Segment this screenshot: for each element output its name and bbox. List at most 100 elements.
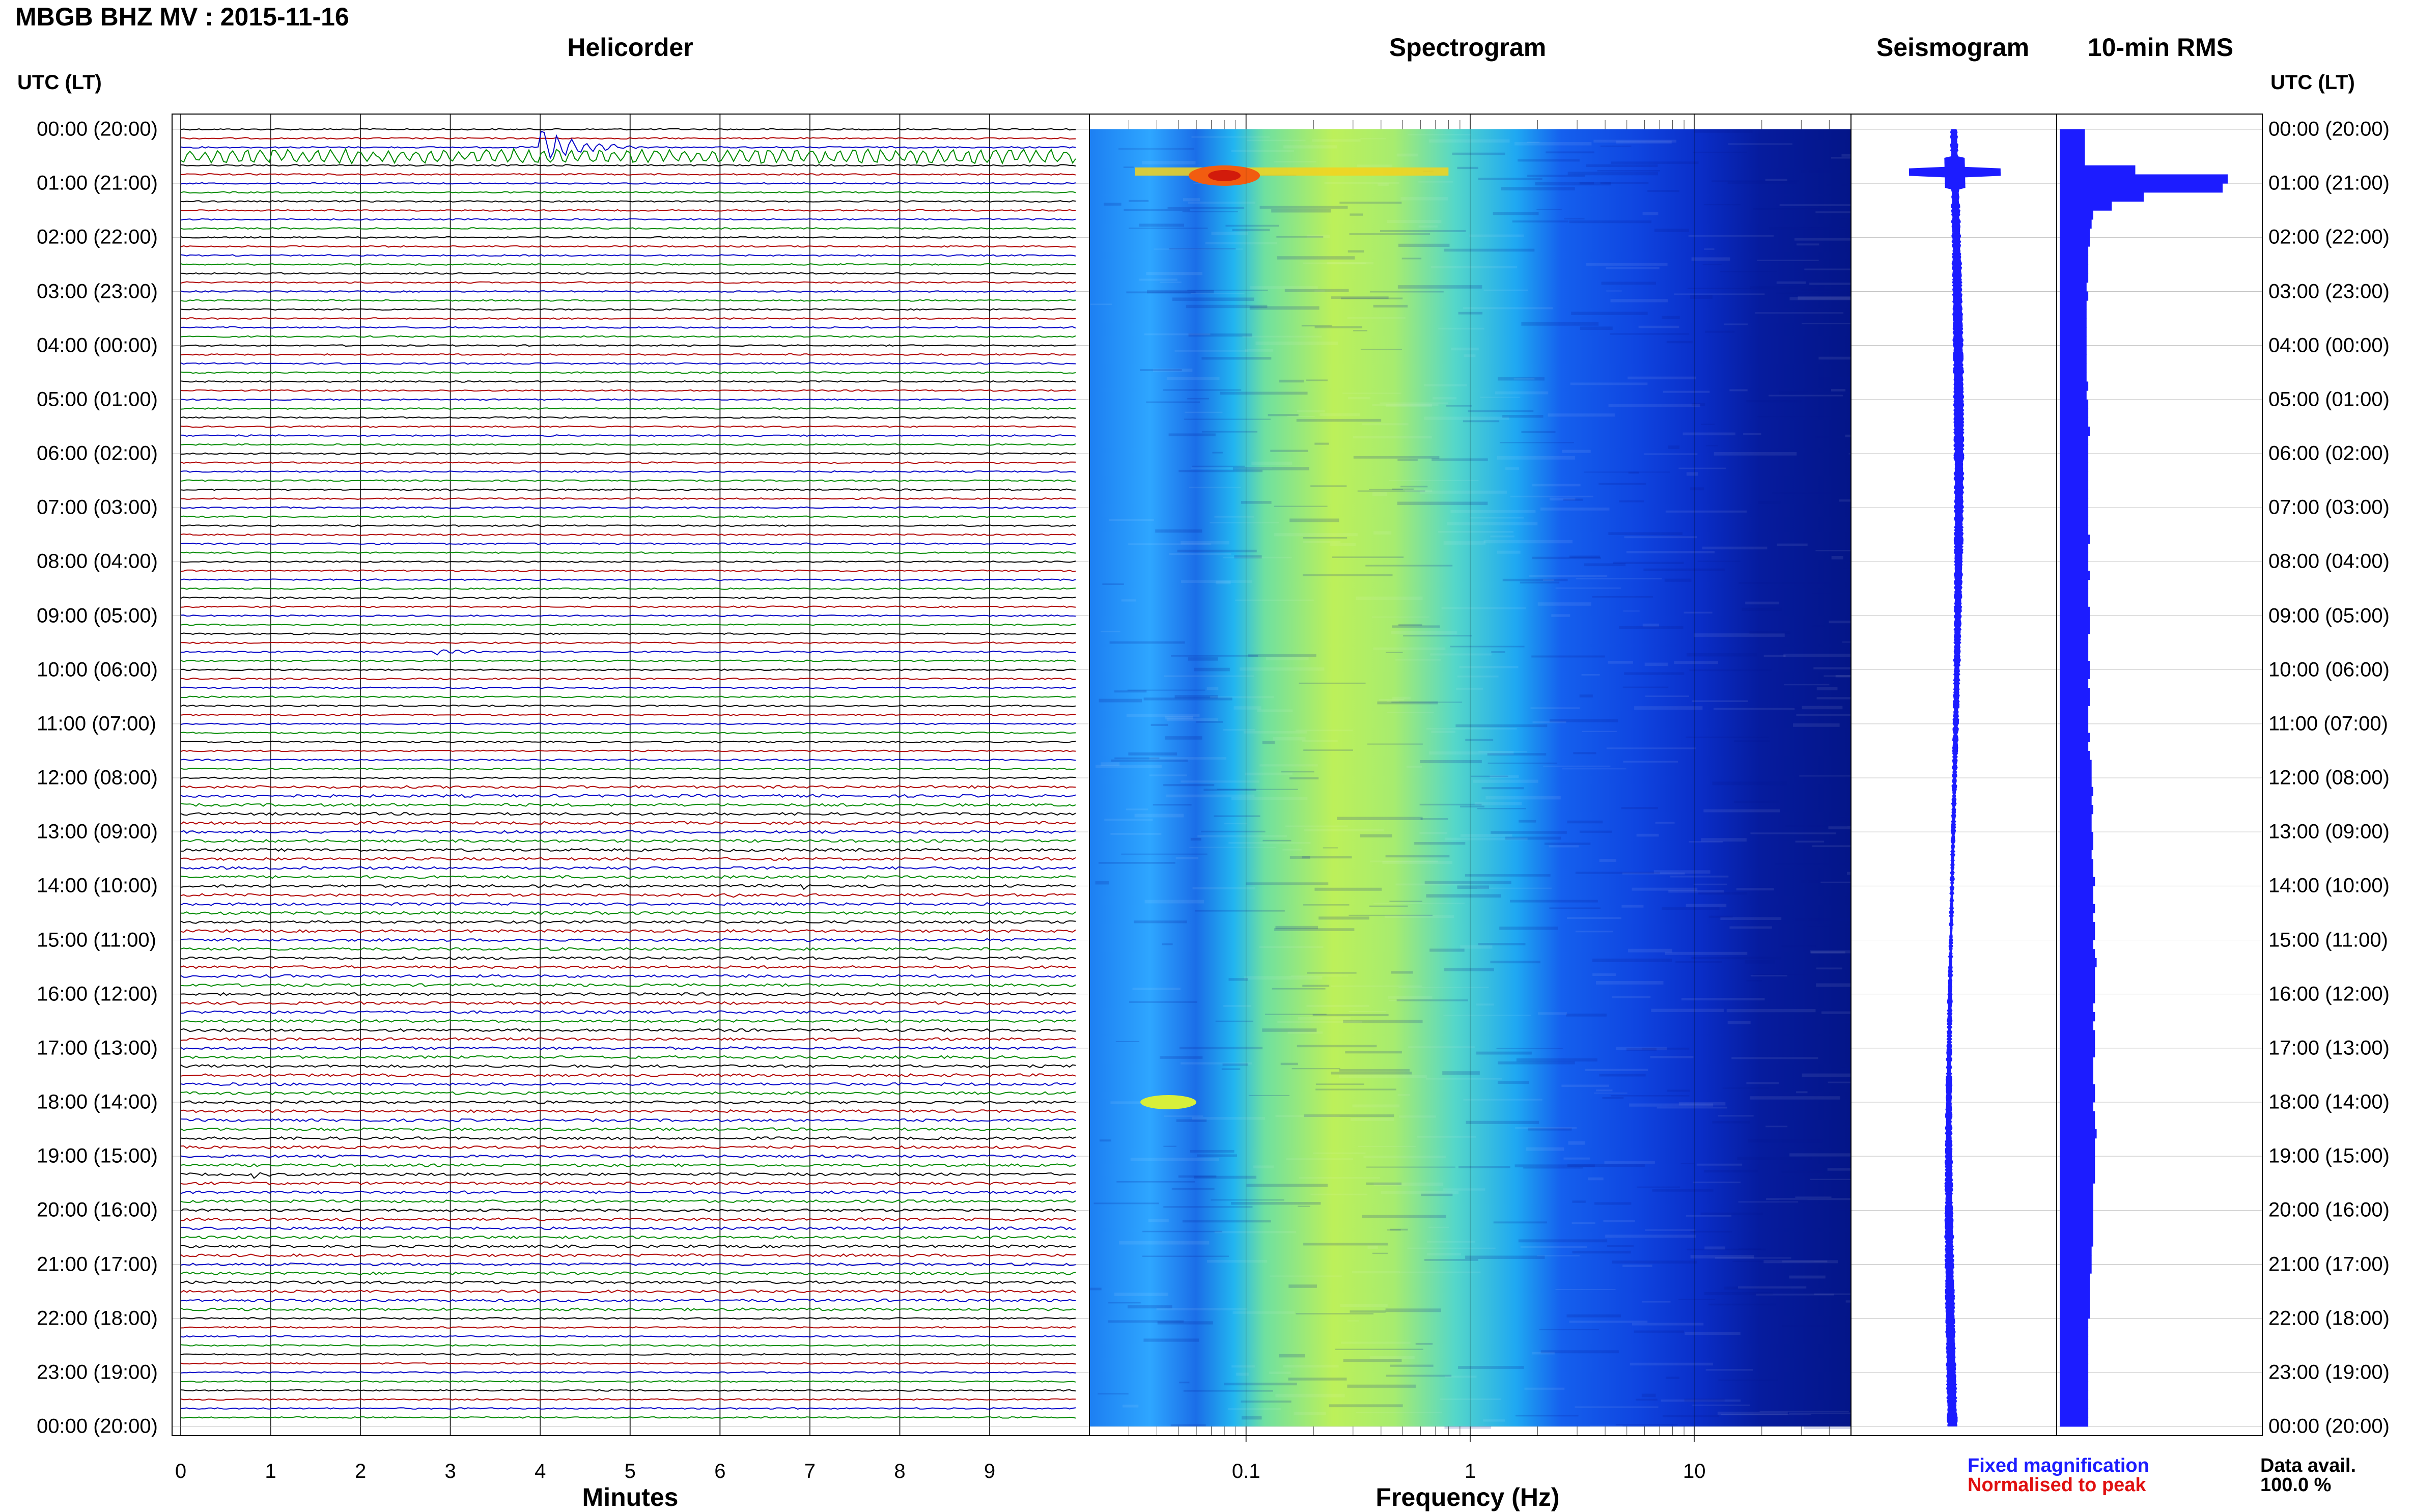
helicorder-trace xyxy=(180,1100,1076,1104)
spectrogram-texture xyxy=(1610,299,1669,302)
spectrogram-texture xyxy=(1779,1199,1808,1203)
rms-bar xyxy=(2060,1417,2089,1427)
spectrogram-texture xyxy=(1680,1163,1695,1164)
spectrogram-texture xyxy=(1274,506,1328,507)
spectrogram-texture xyxy=(1644,662,1668,666)
spectrogram-texture xyxy=(1670,875,1729,878)
spectrogram-texture xyxy=(1736,888,1774,891)
rms-bar xyxy=(2060,372,2087,382)
spectrogram-texture xyxy=(1757,416,1840,417)
spectrogram-texture xyxy=(1387,712,1434,713)
spectrogram-texture xyxy=(1201,830,1266,833)
spectrogram-texture xyxy=(1455,724,1548,727)
helicorder-trace xyxy=(180,551,1076,554)
spectrogram-texture xyxy=(1108,1302,1141,1304)
spectrogram-texture xyxy=(1349,233,1430,235)
spectrogram-texture xyxy=(1594,1093,1628,1094)
spectrogram-texture xyxy=(1704,1169,1758,1173)
spectrogram-texture xyxy=(1314,290,1325,293)
spectrogram-texture xyxy=(1444,1426,1492,1429)
rms-bar xyxy=(2060,1354,2089,1364)
spectrogram-texture xyxy=(1673,661,1719,664)
rms-bar xyxy=(2060,1039,2095,1049)
spectrogram-texture xyxy=(1463,1099,1542,1101)
spectrogram-texture xyxy=(1812,625,1825,627)
spectrogram-texture xyxy=(1324,182,1399,185)
rms-bar xyxy=(2060,454,2089,463)
spectrogram-texture xyxy=(1529,575,1608,577)
spectrogram-texture xyxy=(1397,1094,1411,1096)
spectrogram-texture xyxy=(1388,1000,1404,1001)
spectrogram-texture xyxy=(1696,1163,1743,1166)
spectrogram-texture xyxy=(1166,718,1218,721)
spectrogram-texture xyxy=(1815,550,1851,551)
spectrogram-texture xyxy=(1724,323,1748,325)
spectrogram-texture xyxy=(1749,631,1790,634)
spectrogram-texture xyxy=(1315,1083,1364,1085)
legend-normalised-to-peak: Normalised to peak xyxy=(1968,1474,2146,1496)
helicorder-trace xyxy=(180,722,1076,725)
helicorder-trace xyxy=(180,947,1076,951)
spectrogram-texture xyxy=(1418,181,1453,183)
spectrogram-texture xyxy=(1499,927,1558,930)
spectrogram-texture xyxy=(1628,471,1639,474)
spectrogram-texture xyxy=(1166,794,1255,798)
spectrogram-texture xyxy=(1144,333,1211,335)
spectrogram-texture xyxy=(1815,211,1851,213)
spectrogram-texture xyxy=(1185,411,1223,413)
rms-bar xyxy=(2060,129,2085,139)
spectrogram-texture xyxy=(1801,880,1851,883)
spectrogram-texture xyxy=(1816,983,1851,987)
spectrogram-texture xyxy=(1701,424,1715,425)
spectrogram-texture xyxy=(1831,156,1851,159)
spectrogram-texture xyxy=(1320,413,1360,416)
spectrogram-texture xyxy=(1245,772,1293,775)
spectrogram-texture xyxy=(1343,1359,1402,1362)
helicorder-trace xyxy=(180,1289,1076,1294)
spectrogram-texture xyxy=(1750,286,1825,290)
spectrogram-texture xyxy=(1457,676,1499,678)
spectrogram-texture xyxy=(1220,391,1308,395)
helicorder-trace xyxy=(180,1208,1076,1212)
rms-bar xyxy=(2060,201,2112,211)
spectrogram-texture xyxy=(1447,522,1538,525)
spectrogram-texture xyxy=(1110,833,1162,835)
spectrogram-texture xyxy=(1132,988,1181,990)
spectrogram-texture xyxy=(1703,809,1780,813)
spectrogram-texture xyxy=(1592,958,1672,962)
spectrogram-texture xyxy=(1165,716,1193,720)
helicorder-trace xyxy=(180,704,1076,707)
spectrogram-texture xyxy=(1567,820,1603,824)
spectrogram-texture xyxy=(1653,870,1710,874)
spectrogram-texture xyxy=(1162,943,1173,945)
time-label-left: 21:00 (17:00) xyxy=(37,1253,158,1275)
helicorder-trace xyxy=(180,362,1076,365)
spectrogram-texture xyxy=(1391,625,1440,628)
spectrogram-texture xyxy=(1303,537,1348,539)
spectrogram-texture xyxy=(1331,1072,1412,1075)
spectrogram-texture xyxy=(1318,916,1369,920)
spectrogram-texture xyxy=(1802,706,1843,710)
spectrogram-texture xyxy=(1357,490,1425,492)
spectrogram-texture xyxy=(1275,1115,1340,1117)
spectrogram-texture xyxy=(1842,1021,1851,1023)
spectrogram-texture xyxy=(1391,971,1413,974)
spectrogram-texture xyxy=(1690,487,1704,491)
spectrogram-texture xyxy=(1728,143,1792,145)
spectrogram-texture xyxy=(1843,1125,1851,1127)
helicorder-trace xyxy=(180,794,1076,798)
spectrogram-texture xyxy=(1842,641,1851,643)
spectrogram-texture xyxy=(1295,730,1353,732)
spectrogram-texture xyxy=(1170,1424,1206,1426)
spectrogram-texture xyxy=(1471,775,1508,777)
spectrogram-texture xyxy=(1372,404,1439,406)
spectrogram-texture xyxy=(1647,190,1679,192)
spectrogram-texture xyxy=(1283,145,1337,149)
spectrogram-texture xyxy=(1612,996,1651,998)
spectrogram-texture xyxy=(1362,1215,1446,1218)
helicorder-trace xyxy=(180,1226,1076,1230)
spectrogram-texture xyxy=(1743,433,1761,435)
time-label-left: 17:00 (13:00) xyxy=(37,1037,158,1059)
minute-tick-label: 3 xyxy=(444,1460,456,1482)
spectrogram-texture xyxy=(1239,667,1325,671)
